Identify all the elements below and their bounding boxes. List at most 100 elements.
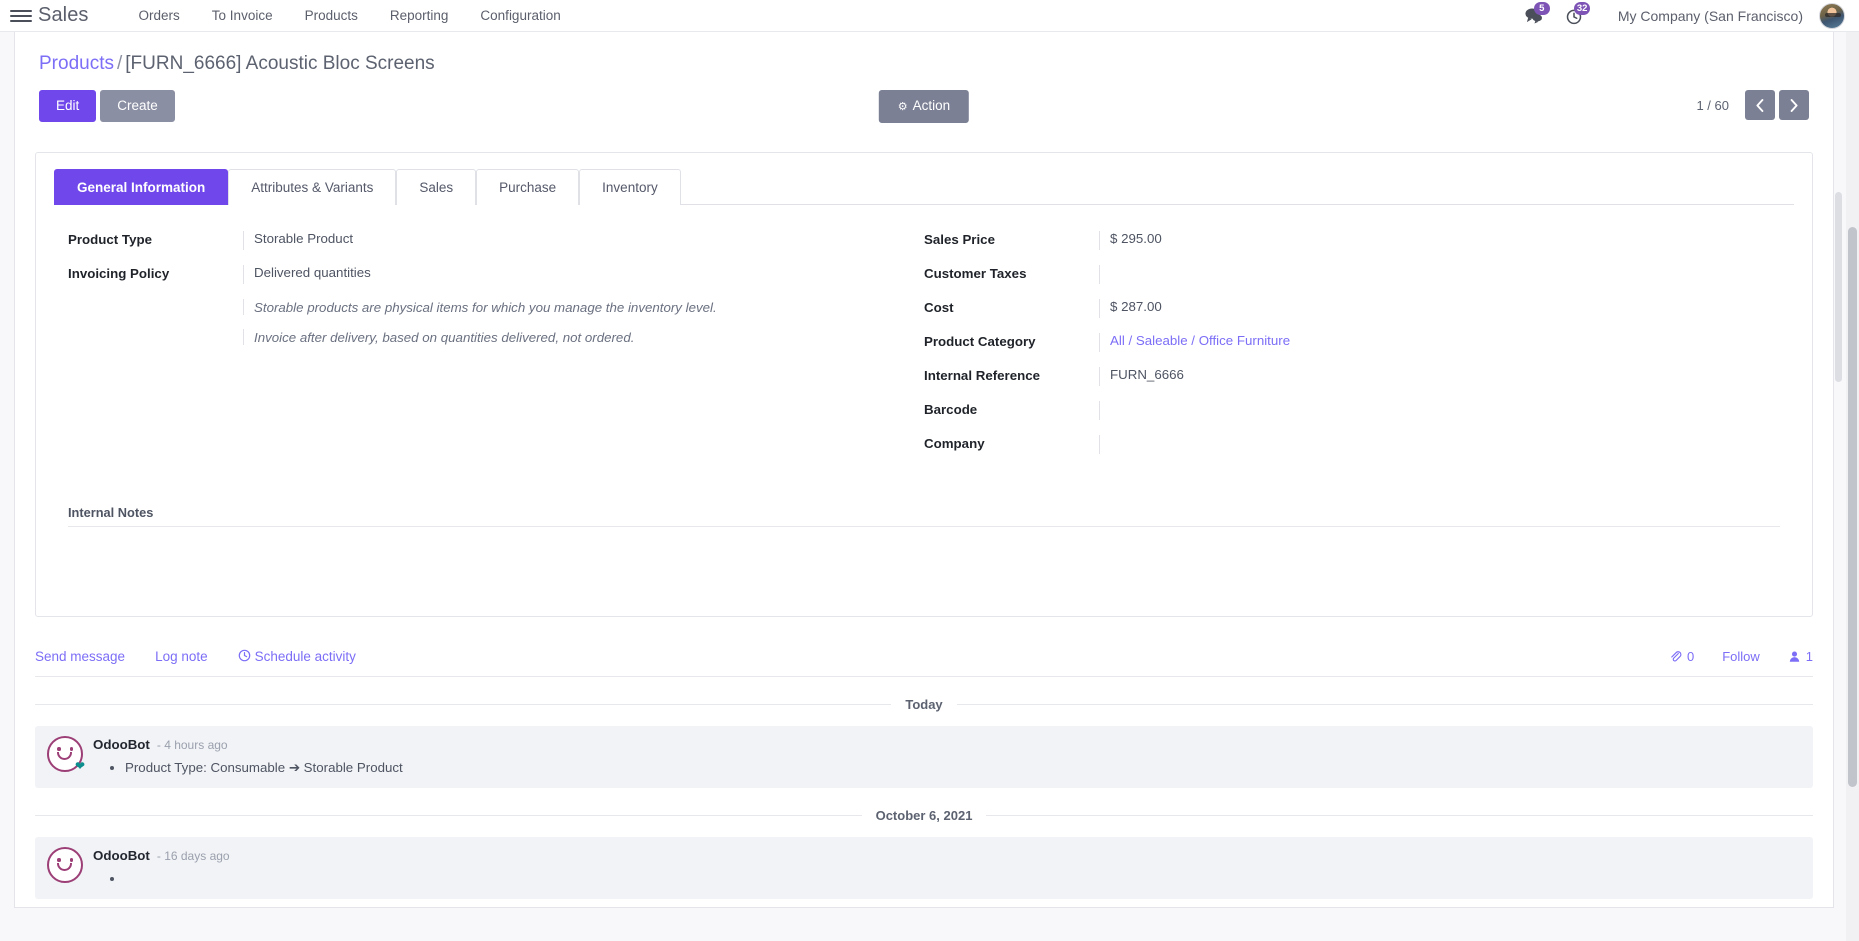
odoobot-avatar: ❤ — [47, 736, 85, 773]
create-button[interactable]: Create — [100, 90, 175, 122]
field-invoicing-policy: Invoicing Policy Delivered quantities — [68, 265, 900, 285]
field-value-sales-price[interactable]: $ 295.00 — [1099, 231, 1756, 250]
avatar-eye-right — [69, 747, 73, 751]
field-value-product-type[interactable]: Storable Product — [243, 231, 900, 250]
field-label-internal-reference: Internal Reference — [924, 368, 1041, 383]
message-body: OdooBot - 16 days ago — [93, 847, 1801, 889]
breadcrumb-products-link[interactable]: Products — [39, 53, 114, 74]
message-timestamp: - 4 hours ago — [156, 738, 228, 752]
field-company: Company — [924, 435, 1756, 455]
hint-product-type: Storable products are physical items for… — [243, 299, 900, 315]
message-timestamp: - 16 days ago — [156, 849, 230, 863]
breadcrumb: Products / [FURN_6666] Acoustic Bloc Scree… — [39, 52, 1809, 76]
messaging-badge: 5 — [1533, 1, 1550, 15]
follow-button[interactable]: Follow — [1722, 649, 1760, 664]
day-separator-label: October 6, 2021 — [875, 808, 973, 823]
internal-notes-field[interactable] — [68, 526, 1780, 598]
chatter-stats: 0 Follow 1 — [1669, 649, 1813, 664]
internal-notes-block: Internal Notes — [68, 505, 1780, 598]
attachments-button[interactable]: 0 — [1669, 649, 1694, 664]
record-view: Products / [FURN_6666] Acoustic Bloc Scree… — [14, 32, 1834, 908]
avatar[interactable] — [1819, 2, 1845, 29]
log-note-button[interactable]: Log note — [155, 649, 208, 664]
followers-count: 1 — [1805, 649, 1813, 664]
hamburger-icon[interactable] — [10, 7, 32, 25]
field-label-customer-taxes: Customer Taxes — [924, 266, 1027, 281]
notebook-tabs: General Information Attributes & Variant… — [54, 169, 1794, 205]
tab-purchase[interactable]: Purchase — [476, 169, 580, 205]
avatar-eye-left — [57, 858, 61, 862]
schedule-activity-button[interactable]: Schedule activity — [238, 649, 356, 664]
pager: 1 / 60 — [1696, 90, 1809, 120]
message-item: ❤ OdooBot - 4 hours ago Product Type: Co… — [35, 726, 1813, 788]
action-button[interactable]: ⚙ Action — [878, 90, 970, 123]
field-label-barcode: Barcode — [924, 402, 978, 417]
message-author[interactable]: OdooBot — [93, 737, 150, 752]
message-item: OdooBot - 16 days ago — [35, 837, 1813, 899]
menu-item-reporting[interactable]: Reporting — [389, 7, 449, 23]
message-body: OdooBot - 4 hours ago Product Type: Cons… — [93, 736, 1801, 778]
breadcrumb-current: [FURN_6666] Acoustic Bloc Screens — [125, 53, 435, 74]
pager-count: 1 / 60 — [1696, 97, 1729, 113]
tracking-value — [125, 869, 1801, 889]
form-column-left: Product Type Storable Product Invoicing … — [68, 231, 924, 469]
followers-button[interactable]: 1 — [1788, 649, 1813, 664]
product-category-link[interactable]: All / Saleable / Office Furniture — [1110, 333, 1291, 348]
activity-badge: 32 — [1573, 1, 1591, 15]
app-brand[interactable]: Sales — [38, 4, 89, 26]
page-scrollbar-thumb[interactable] — [1848, 227, 1857, 787]
activity-menu[interactable]: 32 — [1554, 0, 1594, 32]
schedule-activity-label: Schedule activity — [254, 649, 356, 664]
pager-next-button[interactable] — [1779, 90, 1809, 120]
page-scrollbar[interactable] — [1846, 32, 1859, 941]
field-value-company[interactable] — [1099, 435, 1756, 454]
chevron-right-icon — [1790, 98, 1798, 112]
page-container: Products / [FURN_6666] Acoustic Bloc Scree… — [0, 32, 1859, 941]
pager-previous-button[interactable] — [1745, 90, 1775, 120]
field-label-cost: Cost — [924, 300, 954, 315]
action-button-label: Action — [912, 98, 951, 113]
tab-sales[interactable]: Sales — [396, 169, 477, 205]
menu-item-orders[interactable]: Orders — [138, 7, 180, 23]
field-value-cost[interactable]: $ 287.00 — [1099, 299, 1756, 318]
tab-general-information[interactable]: General Information — [54, 169, 229, 205]
message-tracking-list — [93, 869, 1801, 889]
sheet-scrollbar[interactable] — [1835, 192, 1845, 592]
main-menu: Orders To Invoice Products Reporting Con… — [123, 0, 577, 32]
separator-line — [35, 815, 862, 816]
general-information-panel: Product Type Storable Product Invoicing … — [54, 205, 1794, 469]
field-value-barcode[interactable] — [1099, 401, 1756, 420]
day-separator-label: Today — [905, 697, 943, 712]
message-header: OdooBot - 4 hours ago — [93, 737, 1801, 752]
message-author[interactable]: OdooBot — [93, 848, 150, 863]
field-value-invoicing-policy[interactable]: Delivered quantities — [243, 265, 900, 284]
message-tracking-list: Product Type: Consumable ➔ Storable Prod… — [93, 758, 1801, 778]
menu-item-to-invoice[interactable]: To Invoice — [211, 7, 273, 23]
tab-attributes-variants[interactable]: Attributes & Variants — [228, 169, 397, 205]
field-product-category: Product Category All / Saleable / Office… — [924, 333, 1756, 353]
edit-button[interactable]: Edit — [39, 90, 97, 122]
field-internal-reference: Internal Reference FURN_6666 — [924, 367, 1756, 387]
menu-item-products[interactable]: Products — [304, 7, 358, 23]
form-sheet: General Information Attributes & Variant… — [35, 152, 1813, 617]
heart-icon: ❤ — [74, 759, 85, 773]
day-separator-october-6-2021: October 6, 2021 — [35, 808, 1814, 823]
send-message-button[interactable]: Send message — [35, 649, 126, 664]
chatter: Send message Log note Schedule activity … — [35, 639, 1814, 899]
tab-inventory[interactable]: Inventory — [579, 169, 681, 205]
field-value-customer-taxes[interactable] — [1099, 265, 1756, 284]
odoobot-avatar — [47, 847, 83, 883]
user-icon — [1789, 651, 1799, 662]
avatar-eye-left — [57, 747, 61, 751]
field-value-product-category[interactable]: All / Saleable / Office Furniture — [1099, 333, 1756, 352]
sheet-scrollbar-thumb[interactable] — [1835, 192, 1842, 382]
chatter-topbar: Send message Log note Schedule activity … — [35, 639, 1813, 677]
field-label-invoicing-policy: Invoicing Policy — [68, 266, 170, 281]
menu-item-configuration[interactable]: Configuration — [480, 7, 561, 23]
avatar-smile — [57, 863, 72, 871]
field-value-internal-reference[interactable]: FURN_6666 — [1099, 367, 1756, 386]
field-customer-taxes: Customer Taxes — [924, 265, 1756, 285]
internal-notes-label: Internal Notes — [68, 505, 154, 520]
messaging-menu[interactable]: 5 — [1514, 0, 1554, 32]
company-switcher[interactable]: My Company (San Francisco) — [1617, 7, 1803, 24]
